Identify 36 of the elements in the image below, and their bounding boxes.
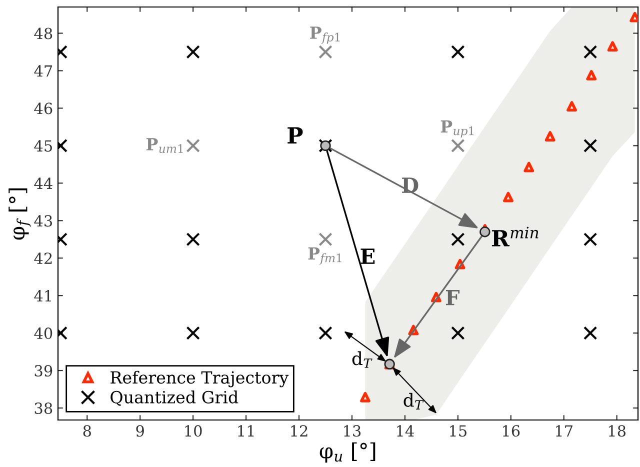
y-tick-label: 38 bbox=[34, 402, 52, 414]
y-tick-label: 40 bbox=[34, 328, 52, 340]
y-tick-label: 42 bbox=[34, 252, 52, 264]
annotation: d$_{T}$ bbox=[404, 392, 424, 410]
x-tick-label: 9 bbox=[136, 425, 144, 437]
y-tick-label: 45 bbox=[34, 140, 52, 152]
x-tick-label: 12 bbox=[291, 425, 308, 436]
y-tick-label: 41 bbox=[34, 290, 51, 302]
x-tick-label: 16 bbox=[503, 425, 520, 437]
annotation: P$_{fp1}$ bbox=[310, 26, 340, 44]
x-tick-label: 15 bbox=[450, 425, 466, 437]
y-axis-title: φ$_{f}$ [°] bbox=[8, 188, 31, 240]
annotation: P$_{um1}$ bbox=[146, 138, 183, 154]
annotation: R$^{min}$ bbox=[492, 226, 538, 246]
x-tick-label: 17 bbox=[556, 425, 572, 436]
y-tick-label: 47 bbox=[34, 65, 52, 77]
legend-label: Quantized Grid bbox=[110, 390, 238, 406]
x-axis-title: φ$_{u}$ [°] bbox=[320, 442, 376, 463]
annotation: F bbox=[446, 290, 460, 306]
annotation: E bbox=[360, 248, 375, 264]
x-tick-label: 13 bbox=[344, 425, 361, 437]
annotation: d$_{T}$ bbox=[352, 351, 372, 368]
y-tick-label: 43 bbox=[34, 215, 52, 227]
y-tick-label: 46 bbox=[34, 102, 52, 114]
x-tick-label: 10 bbox=[185, 425, 202, 437]
y-tick-label: 44 bbox=[34, 178, 52, 189]
annotation: P bbox=[288, 127, 303, 144]
x-tick-label: 18 bbox=[608, 425, 626, 437]
annotation: P$_{fm1}$ bbox=[308, 247, 342, 265]
x-tick-label: 14 bbox=[397, 425, 414, 436]
y-tick-label: 39 bbox=[34, 364, 52, 377]
x-tick-label: 11 bbox=[238, 425, 254, 436]
y-tick-label: 48 bbox=[34, 28, 52, 40]
annotation: P$_{up1}$ bbox=[440, 120, 474, 138]
x-tick-label: 8 bbox=[83, 425, 91, 437]
legend-label: Reference Trajectory bbox=[110, 370, 289, 388]
